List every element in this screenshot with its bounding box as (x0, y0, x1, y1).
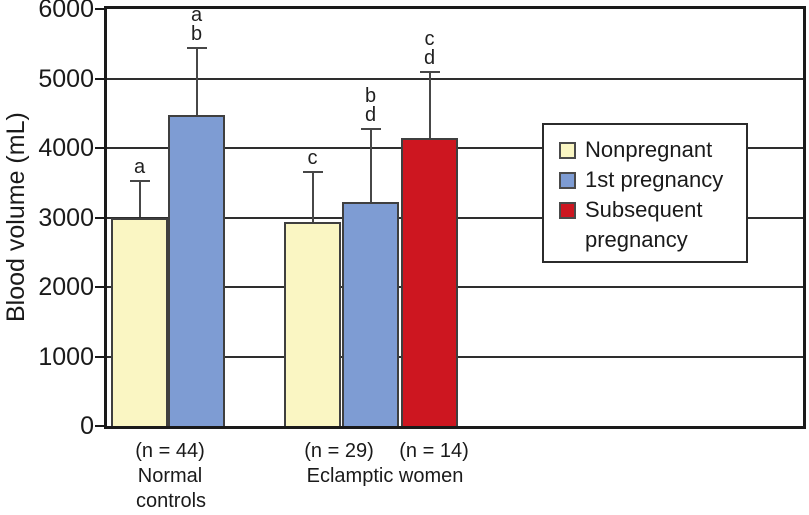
bar-normal-nonpregnant (111, 217, 168, 426)
group2-n2-label: (n = 14) (399, 440, 469, 462)
legend-label: 1st pregnancy (585, 167, 724, 192)
bar-eclamptic-1st-pregnancy (342, 201, 399, 426)
legend-swatch (559, 172, 576, 189)
bar-eclamptic-subsequent-pregnancy (401, 138, 458, 426)
legend-swatch (559, 142, 576, 159)
y-tick-label-4000: 4000 (38, 134, 94, 162)
sig-letter-c: c (307, 146, 318, 169)
y-tick-0 (95, 425, 107, 427)
y-tick-label-3000: 3000 (38, 203, 94, 232)
y-tick-label-1000: 1000 (38, 342, 94, 371)
y-tick-3000 (95, 216, 107, 219)
y-tick-label-6000: 6000 (38, 0, 94, 23)
group1-n-label: (n = 44) (135, 440, 205, 462)
group2-n1-label: (n = 29) (304, 440, 374, 462)
sig-letter-c: c (424, 27, 435, 50)
gridline-5000 (107, 77, 803, 80)
legend-label: Subsequent pregnancy (585, 197, 703, 252)
error-bar-cap (129, 179, 150, 182)
legend: Nonpregnant 1st pregnancy Subsequent pregn… (542, 123, 748, 263)
error-bar-stem (195, 47, 198, 116)
legend-item-nonpregnant: Nonpregnant (559, 135, 746, 165)
error-bar-cap (360, 127, 381, 130)
error-bar-cap (186, 46, 207, 49)
sig-letter-a: a (133, 155, 146, 178)
bar-normal-1st-pregnancy (168, 115, 225, 426)
y-tick-label-5000: 5000 (38, 64, 94, 93)
sig-letter-a: a (190, 3, 203, 26)
error-bar-stem (428, 71, 431, 139)
group2-label: Eclamptic women (306, 465, 464, 487)
bar-eclamptic-nonpregnant (284, 221, 341, 426)
legend-label: Nonpregnant (585, 137, 713, 162)
sig-letters: a (110, 155, 170, 178)
error-bar-stem (369, 128, 372, 202)
sig-letter-d: d (364, 103, 377, 126)
error-bar-stem (138, 180, 141, 218)
legend-swatch (559, 202, 576, 219)
y-tick-4000 (95, 147, 107, 149)
y-tick-6000 (95, 8, 107, 10)
sig-letters: c (283, 146, 343, 169)
group1-label-line2: controls (135, 490, 207, 512)
legend-item-subsequent-pregnancy: Subsequent pregnancy (559, 195, 746, 255)
y-tick-2000 (95, 286, 107, 288)
sig-letter-d: d (423, 46, 436, 69)
y-tick-5000 (95, 77, 107, 80)
y-tick-label-0: 0 (80, 412, 94, 440)
legend-item-1st-pregnancy: 1st pregnancy (559, 165, 746, 195)
sig-letter-b: b (364, 84, 377, 107)
group1-label-line1: Normal (137, 465, 203, 487)
error-bar-cap (302, 170, 323, 173)
sig-letter-b: b (190, 22, 203, 45)
error-bar-stem (311, 171, 314, 222)
error-bar-cap (419, 70, 440, 73)
y-tick-label-2000: 2000 (38, 273, 94, 301)
y-tick-1000 (95, 355, 107, 358)
